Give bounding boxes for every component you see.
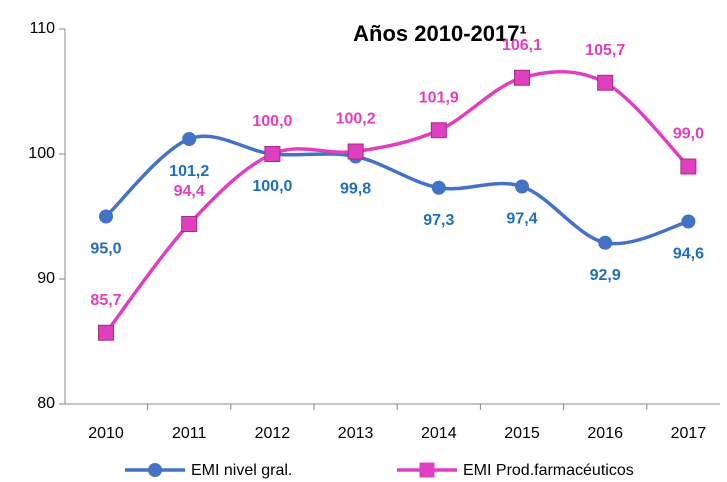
x-tick-label: 2017 xyxy=(671,425,707,442)
point-marker xyxy=(597,74,614,91)
y-tick-label: 100 xyxy=(28,145,55,162)
data-label: 85,7 xyxy=(90,292,121,309)
data-label: 100,0 xyxy=(252,113,292,130)
x-tick-label: 2015 xyxy=(504,425,540,442)
point-marker xyxy=(681,214,696,229)
legend-marker xyxy=(419,462,435,478)
legend-marker xyxy=(148,463,162,477)
x-tick-label: 2016 xyxy=(587,425,623,442)
y-tick-label: 90 xyxy=(37,270,55,287)
data-label: 101,2 xyxy=(169,163,209,180)
y-tick-label: 80 xyxy=(37,395,55,412)
data-label: 92,9 xyxy=(590,267,621,284)
x-tick-label: 2011 xyxy=(172,425,207,442)
legend-label: EMI nivel gral. xyxy=(191,462,292,479)
data-label: 99,8 xyxy=(340,181,371,198)
data-label: 105,7 xyxy=(585,42,625,59)
data-label: 100,0 xyxy=(252,178,292,195)
x-tick-label: 2010 xyxy=(88,425,124,442)
point-marker xyxy=(431,180,446,195)
point-marker xyxy=(181,216,198,232)
series-line xyxy=(104,69,690,334)
data-label: 94,6 xyxy=(673,246,704,263)
point-marker xyxy=(430,122,447,139)
point-marker xyxy=(264,146,281,162)
y-tick-label: 110 xyxy=(29,20,55,37)
data-label: 101,9 xyxy=(419,89,459,106)
point-marker xyxy=(99,209,113,224)
x-tick-label: 2013 xyxy=(338,425,374,442)
data-label: 94,4 xyxy=(174,183,205,200)
point-marker xyxy=(98,324,114,341)
point-marker xyxy=(182,132,197,146)
point-marker xyxy=(598,235,613,250)
data-label: 106,1 xyxy=(502,37,542,54)
data-label: 99,0 xyxy=(673,126,704,143)
data-label: 100,2 xyxy=(336,111,376,128)
x-tick-label: 2014 xyxy=(421,425,457,442)
data-label: 97,3 xyxy=(423,212,454,229)
data-label: 95,0 xyxy=(90,241,121,258)
point-marker xyxy=(515,179,529,194)
legend-label: EMI Prod.farmacéuticos xyxy=(463,462,634,479)
x-tick-label: 2012 xyxy=(255,425,291,442)
data-label: 97,4 xyxy=(506,211,537,228)
chart-title: Años 2010-2017¹ xyxy=(353,21,527,46)
point-marker xyxy=(514,69,530,86)
point-marker xyxy=(680,158,697,175)
point-marker xyxy=(347,143,364,160)
